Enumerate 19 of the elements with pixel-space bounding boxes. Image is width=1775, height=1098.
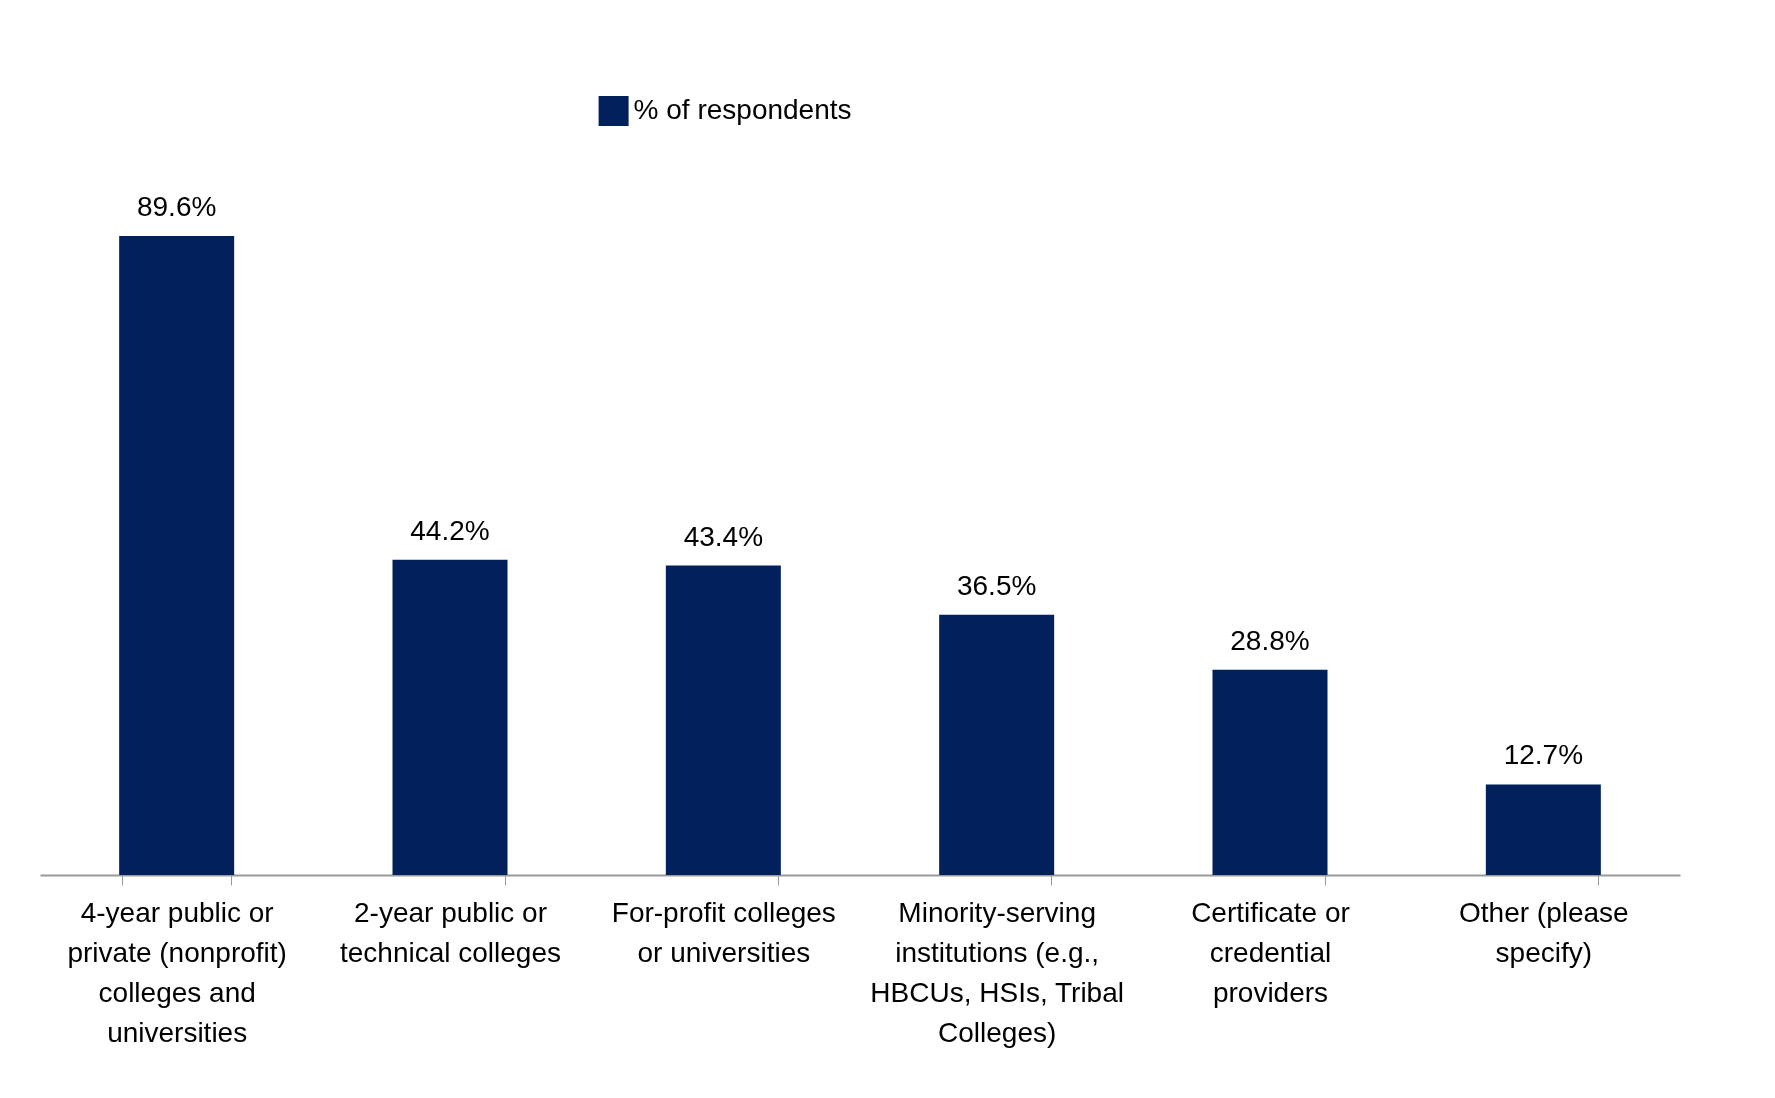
x-tick-label: Other (please specify)	[1459, 896, 1629, 968]
bar	[1212, 669, 1328, 875]
data-label: 28.8%	[1230, 624, 1310, 656]
bar	[392, 559, 508, 875]
x-tick-label: 2-year public or technical colleges	[339, 896, 562, 968]
data-label: 43.4%	[683, 520, 764, 552]
data-label: 89.6%	[136, 191, 217, 223]
bar	[119, 236, 235, 875]
legend-label: % of respondents	[633, 94, 852, 125]
x-tick-label: For-profit colleges or universities	[611, 896, 836, 968]
x-tick-label: 4-year public or private (nonprofit) colleges and universities	[67, 896, 287, 1048]
bar	[939, 614, 1055, 875]
bar	[1485, 784, 1601, 875]
x-tick-label: Minority-serving institutions (e.g., HBCUs, HSIs, Tribal Colleges)	[870, 896, 1124, 1048]
data-label: 44.2%	[410, 514, 490, 546]
data-label: 12.7%	[1503, 739, 1584, 771]
bar	[665, 565, 781, 875]
data-label: 36.5%	[956, 569, 1037, 601]
x-tick-label: Certificate or credential providers	[1191, 896, 1350, 1008]
